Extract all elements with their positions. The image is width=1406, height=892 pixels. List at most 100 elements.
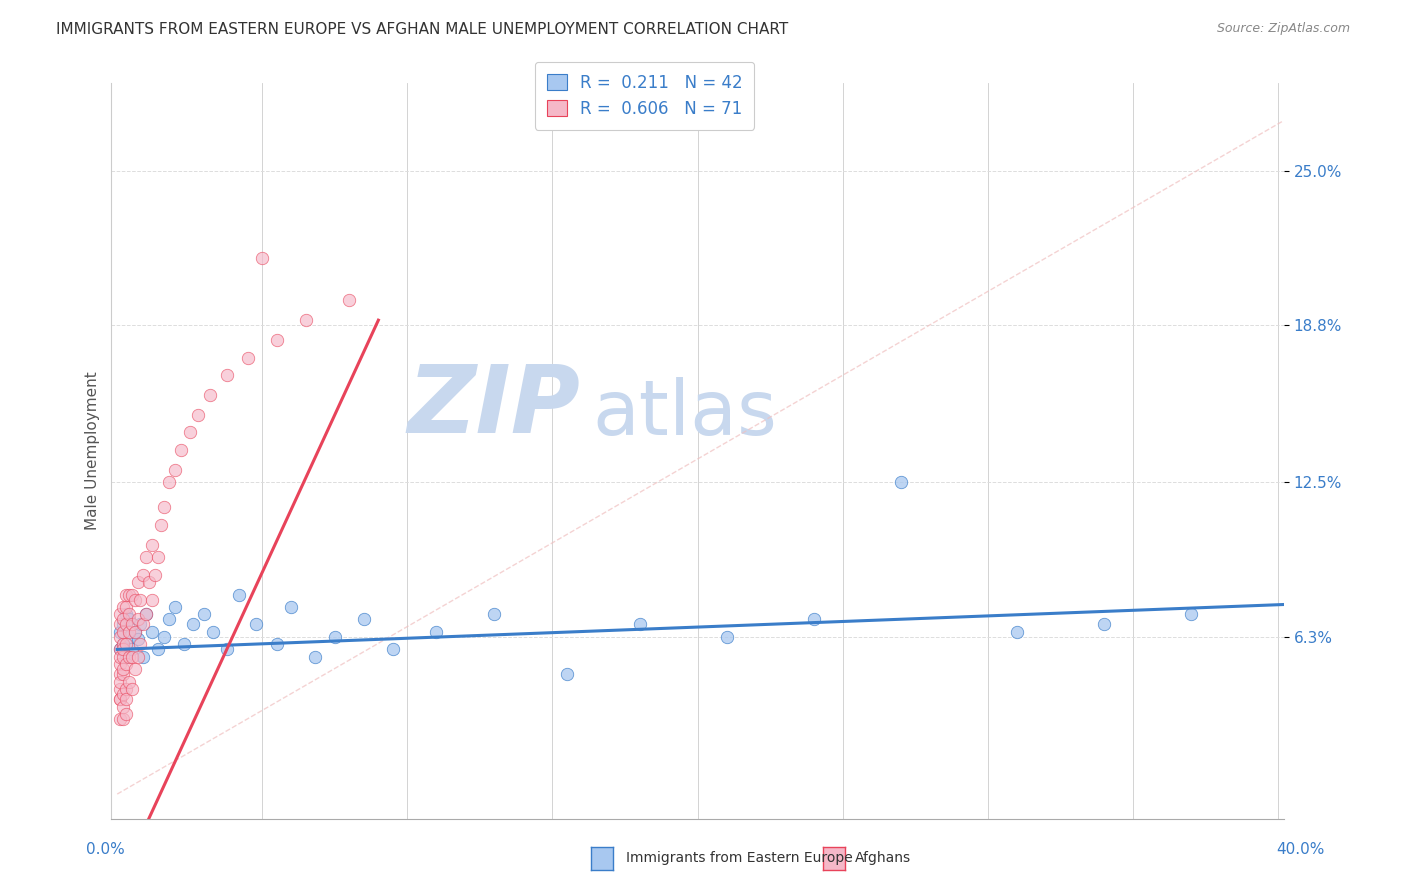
Point (111, 687, 134, 701)
Point (124, 662, 146, 676)
Point (337, 293, 360, 308)
Point (132, 567, 155, 582)
Legend: R =  0.211   N = 42, R =  0.606   N = 71: R = 0.211 N = 42, R = 0.606 N = 71 (536, 62, 755, 129)
Point (108, 674, 131, 689)
Point (323, 630, 346, 644)
Point (1005, 624, 1028, 639)
Point (628, 617, 651, 632)
Point (198, 388, 221, 402)
Point (115, 607, 138, 622)
Point (115, 637, 138, 651)
Point (179, 425, 201, 440)
Point (165, 599, 187, 614)
Point (129, 637, 152, 651)
Point (111, 637, 134, 651)
Point (217, 368, 239, 382)
Point (108, 657, 131, 672)
Point (118, 674, 141, 689)
Point (127, 632, 149, 647)
Point (266, 637, 288, 651)
Point (124, 624, 146, 639)
Point (111, 649, 134, 664)
Text: ZIP: ZIP (408, 361, 581, 453)
Point (228, 588, 250, 602)
Point (135, 607, 157, 622)
Point (803, 612, 825, 626)
Point (111, 617, 134, 632)
Point (111, 642, 134, 657)
Point (173, 637, 195, 651)
Point (266, 333, 288, 347)
Point (111, 662, 134, 676)
Point (108, 712, 131, 726)
Point (146, 642, 169, 657)
Point (181, 617, 204, 632)
Text: Immigrants from Eastern Europe: Immigrants from Eastern Europe (626, 851, 852, 865)
Point (108, 692, 131, 706)
Point (201, 624, 224, 639)
Point (108, 617, 131, 632)
Point (108, 607, 131, 622)
Point (217, 642, 239, 657)
Point (381, 642, 404, 657)
Text: IMMIGRANTS FROM EASTERN EUROPE VS AFGHAN MALE UNEMPLOYMENT CORRELATION CHART: IMMIGRANTS FROM EASTERN EUROPE VS AFGHAN… (56, 22, 789, 37)
Point (141, 624, 163, 639)
Point (152, 630, 174, 644)
Point (135, 607, 157, 622)
Point (111, 637, 134, 651)
Point (1092, 617, 1115, 632)
Point (111, 612, 134, 626)
Point (127, 612, 149, 626)
Point (111, 667, 134, 681)
Point (111, 712, 134, 726)
Point (245, 617, 267, 632)
Point (115, 657, 138, 672)
Point (252, 251, 274, 265)
Point (127, 575, 149, 590)
Point (115, 599, 138, 614)
Point (121, 682, 143, 697)
Point (187, 408, 209, 422)
Point (152, 500, 174, 515)
Point (165, 463, 187, 477)
Point (108, 692, 131, 706)
Point (129, 617, 152, 632)
Y-axis label: Male Unemployment: Male Unemployment (86, 372, 100, 531)
Point (127, 649, 149, 664)
Point (280, 599, 302, 614)
Point (115, 692, 138, 706)
Point (132, 649, 155, 664)
Point (121, 588, 143, 602)
Point (129, 592, 152, 607)
Point (108, 630, 131, 644)
Point (124, 592, 146, 607)
Text: atlas: atlas (592, 377, 778, 451)
Point (111, 699, 134, 714)
Point (118, 612, 141, 626)
Point (295, 313, 318, 327)
Point (236, 351, 259, 365)
Point (121, 617, 143, 632)
Point (555, 667, 578, 681)
Point (108, 682, 131, 697)
Text: Source: ZipAtlas.com: Source: ZipAtlas.com (1216, 22, 1350, 36)
Text: 40.0%: 40.0% (1277, 842, 1324, 856)
Point (118, 649, 141, 664)
Point (141, 592, 163, 607)
Point (118, 588, 141, 602)
Point (484, 607, 506, 622)
Point (716, 630, 738, 644)
Point (135, 550, 157, 565)
Point (108, 649, 131, 664)
Point (111, 624, 134, 639)
Point (115, 617, 138, 632)
Point (108, 642, 131, 657)
Point (132, 617, 155, 632)
Point (170, 442, 193, 457)
Point (115, 649, 138, 664)
Point (304, 649, 326, 664)
Point (146, 550, 169, 565)
Point (1180, 607, 1202, 622)
Text: 0.0%: 0.0% (86, 842, 125, 856)
Point (159, 475, 181, 490)
